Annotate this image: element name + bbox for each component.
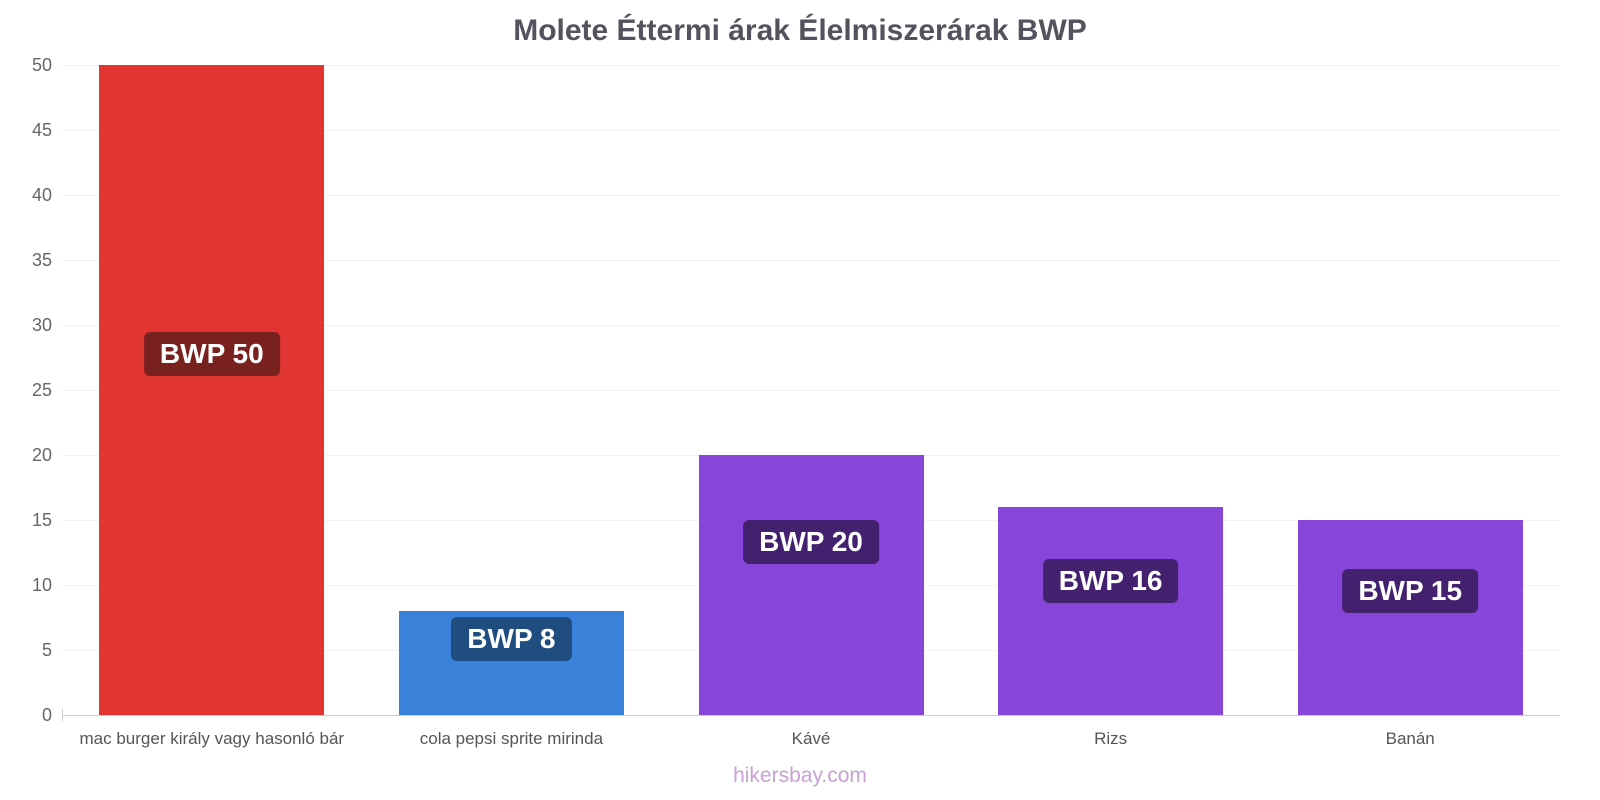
bar-value-label-1: BWP 8 bbox=[451, 617, 572, 661]
y-axis-tick-label: 0 bbox=[41, 705, 52, 725]
bar-2[interactable] bbox=[698, 455, 924, 715]
y-axis-tick-label: 5 bbox=[41, 640, 52, 660]
x-axis-category-label-3: Rizs bbox=[1094, 729, 1128, 748]
y-axis-tick-label: 50 bbox=[31, 55, 52, 75]
bar-3[interactable] bbox=[998, 507, 1224, 715]
y-gridline bbox=[62, 260, 1560, 261]
y-gridline bbox=[62, 325, 1560, 326]
x-axis-line bbox=[62, 715, 1560, 716]
x-axis-category-label-2: Kávé bbox=[791, 729, 831, 748]
y-axis-tick-label: 10 bbox=[31, 575, 52, 595]
y-gridline bbox=[62, 195, 1560, 196]
y-axis-tick-label: 20 bbox=[31, 445, 52, 465]
x-axis-category-label-0: mac burger király vagy hasonló bár bbox=[79, 729, 345, 748]
y-axis-tick-label: 30 bbox=[31, 315, 52, 335]
y-axis-tick-label: 35 bbox=[31, 250, 52, 270]
y-gridline bbox=[62, 390, 1560, 391]
y-axis-tick-label: 15 bbox=[31, 510, 52, 530]
x-axis-category-label-4: Banán bbox=[1385, 729, 1435, 748]
bar-value-label-4: BWP 15 bbox=[1342, 568, 1479, 613]
y-axis-tick-mark bbox=[62, 709, 63, 721]
bar-0[interactable] bbox=[99, 65, 325, 715]
y-axis-tick-label: 45 bbox=[31, 120, 52, 140]
y-gridline bbox=[62, 130, 1560, 131]
y-axis-tick-label: 25 bbox=[31, 380, 52, 400]
bar-value-label-0: BWP 50 bbox=[143, 331, 280, 376]
y-gridline bbox=[62, 65, 1560, 66]
chart-title: Molete Éttermi árak Élelmiszerárak BWP bbox=[513, 14, 1087, 47]
bar-value-label-3: BWP 16 bbox=[1042, 559, 1179, 603]
footer-watermark: hikersbay.com bbox=[733, 764, 867, 787]
bar-value-label-2: BWP 20 bbox=[743, 520, 879, 564]
x-axis-category-label-1: cola pepsi sprite mirinda bbox=[419, 729, 604, 748]
bar-4[interactable] bbox=[1297, 520, 1523, 715]
y-axis-tick-label: 40 bbox=[31, 185, 52, 205]
